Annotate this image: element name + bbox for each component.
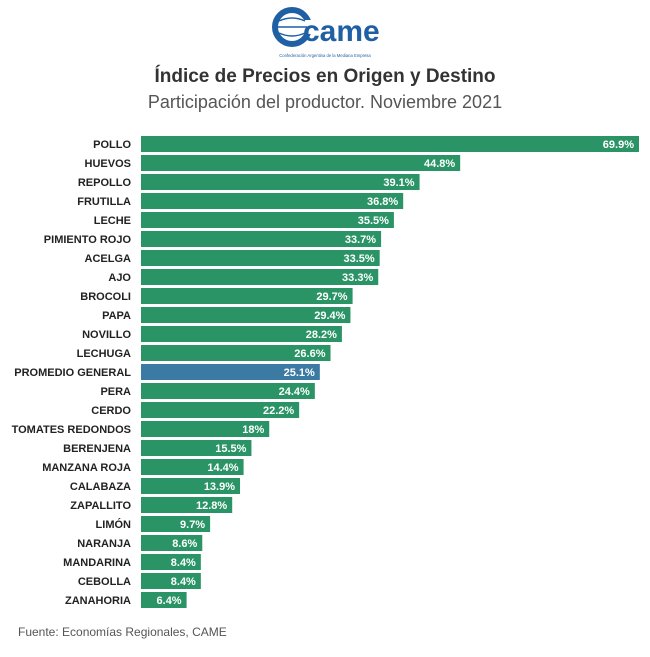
bar	[141, 288, 353, 304]
category-label: NOVILLO	[82, 329, 131, 341]
category-label: REPOLLO	[78, 177, 132, 189]
category-label: PERA	[100, 386, 131, 398]
value-label: 8.4%	[171, 557, 196, 569]
value-label: 8.6%	[172, 538, 197, 550]
bar	[141, 307, 351, 323]
bar	[141, 535, 203, 551]
bar-highlight	[141, 364, 320, 380]
bar	[141, 592, 187, 608]
bar	[141, 554, 201, 570]
value-label: 25.1%	[284, 367, 315, 379]
category-label: ZAPALLITO	[70, 500, 131, 512]
value-label: 15.5%	[215, 443, 246, 455]
value-label: 6.4%	[157, 595, 182, 607]
category-label: FRUTILLA	[77, 196, 131, 208]
value-label: 35.5%	[358, 215, 389, 227]
came-logo-mark: came Confederación Argentina de la Media…	[272, 7, 380, 58]
value-label: 8.4%	[171, 576, 196, 588]
category-label: PIMIENTO ROJO	[44, 234, 132, 246]
value-label: 29.7%	[316, 291, 347, 303]
bar	[141, 497, 233, 513]
category-label: LECHE	[94, 215, 131, 227]
category-label: MANZANA ROJA	[42, 462, 131, 474]
bar	[141, 383, 315, 399]
category-label: CALABAZA	[70, 481, 131, 493]
bar	[141, 440, 252, 456]
bar-chart: POLLO 69.9% HUEVOS 44.8% REPOLLO 39.1% FRUTILL…	[12, 136, 639, 608]
category-label: POLLO	[93, 139, 131, 151]
value-label: 26.6%	[294, 348, 325, 360]
value-label: 9.7%	[180, 519, 205, 531]
bar	[141, 250, 380, 266]
bar	[141, 155, 461, 171]
category-label: ACELGA	[85, 253, 132, 265]
value-label: 69.9%	[603, 139, 634, 151]
bar	[141, 421, 270, 437]
value-label: 33.3%	[342, 272, 373, 284]
logo-wordmark: came	[303, 15, 380, 48]
category-label: CERDO	[91, 405, 131, 417]
category-label: LECHUGA	[77, 348, 131, 360]
bar	[141, 193, 404, 209]
category-label: TOMATES REDONDOS	[12, 424, 131, 436]
bar	[141, 478, 241, 494]
came-logo: came Confederación Argentina de la Media…	[0, 6, 650, 68]
bar	[141, 326, 342, 342]
source-note: Fuente: Economías Regionales, CAME	[18, 625, 227, 639]
value-label: 44.8%	[424, 158, 455, 170]
category-label: NARANJA	[77, 538, 131, 550]
category-label: HUEVOS	[85, 158, 131, 170]
logo-globe-icon	[272, 7, 312, 47]
value-label: 33.7%	[345, 234, 376, 246]
value-label: 39.1%	[383, 177, 414, 189]
bar	[141, 402, 300, 418]
bar	[141, 231, 382, 247]
category-label: LIMÓN	[96, 518, 131, 531]
value-label: 29.4%	[314, 310, 345, 322]
value-label: 28.2%	[306, 329, 337, 341]
value-label: 33.5%	[343, 253, 374, 265]
chart-title: Índice de Precios en Origen y Destino	[154, 66, 496, 87]
bar	[141, 174, 420, 190]
category-label: PROMEDIO GENERAL	[14, 367, 131, 379]
category-label: ZANAHORIA	[65, 595, 131, 607]
bar	[141, 269, 379, 285]
bar	[141, 459, 244, 475]
category-label: MANDARINA	[63, 557, 131, 569]
bar	[141, 212, 394, 228]
bar	[141, 516, 211, 532]
value-label: 24.4%	[279, 386, 310, 398]
value-label: 18%	[242, 424, 264, 436]
bar	[141, 573, 201, 589]
bar	[141, 136, 639, 152]
value-label: 12.8%	[196, 500, 227, 512]
category-label: CEBOLLA	[78, 576, 131, 588]
value-label: 22.2%	[263, 405, 294, 417]
category-label: BROCOLI	[80, 291, 131, 303]
category-label: PAPA	[102, 310, 131, 322]
value-label: 36.8%	[367, 196, 398, 208]
category-label: BERENJENA	[63, 443, 131, 455]
logo-tagline: Confederación Argentina de la Mediana Em…	[279, 53, 371, 58]
bar	[141, 345, 331, 361]
chart-subtitle: Participación del productor. Noviembre 2…	[147, 92, 503, 112]
category-label: AJO	[108, 272, 131, 284]
value-label: 14.4%	[207, 462, 238, 474]
value-label: 13.9%	[204, 481, 235, 493]
